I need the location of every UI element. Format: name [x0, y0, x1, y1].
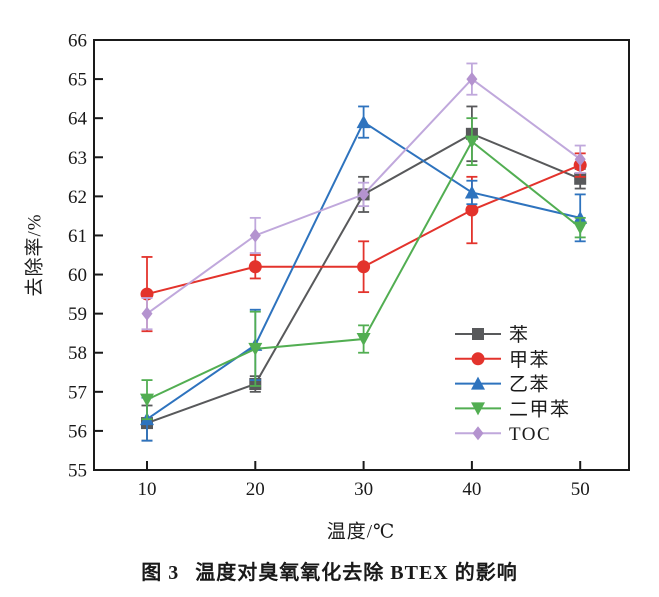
y-tick-label: 63 [68, 148, 87, 169]
triangle-down-marker-icon [573, 221, 588, 235]
chart-canvas: 55 56 57 58 59 60 61 62 63 64 65 66 10 20 30 40 50 苯甲苯乙苯二… [68, 31, 630, 500]
diamond-marker-icon [466, 72, 478, 87]
y-axis: 55 56 57 58 59 60 61 62 63 64 65 66 [68, 31, 103, 482]
y-tick-label: 57 [68, 382, 87, 403]
legend-label: TOC [509, 424, 551, 445]
y-tick-label: 56 [68, 421, 87, 442]
diamond-marker-icon [141, 306, 153, 321]
series-4 [141, 62, 586, 331]
diamond-marker-icon [249, 228, 261, 243]
y-tick-label: 64 [68, 109, 88, 130]
triangle-down-marker-icon [248, 342, 263, 356]
figure-caption-text: 温度对臭氧氧化去除 BTEX 的影响 [195, 562, 518, 584]
y-tick-label: 60 [68, 265, 87, 286]
series-1 [140, 152, 587, 333]
triangle-down-marker-icon [140, 393, 154, 407]
circle-marker-icon [357, 260, 371, 274]
x-tick-label: 20 [246, 479, 265, 500]
plot-frame [93, 39, 630, 471]
circle-marker-icon [248, 260, 262, 274]
triangle-down-marker-icon [356, 333, 371, 347]
triangle-down-marker-icon [471, 402, 485, 416]
legend-item-3: 二甲苯 [455, 398, 571, 420]
legend-label: 乙苯 [509, 374, 550, 396]
x-tick-label: 30 [354, 479, 373, 500]
circle-marker-icon [471, 352, 485, 366]
x-axis: 10 20 30 40 50 [138, 461, 590, 500]
square-marker-icon [472, 328, 484, 340]
legend-label: 甲苯 [509, 349, 550, 371]
figure-caption-number: 图 3 [141, 562, 180, 584]
legend-item-0: 苯 [455, 324, 530, 346]
y-tick-label: 62 [68, 187, 87, 208]
diamond-marker-icon [472, 426, 484, 441]
y-tick-label: 61 [68, 226, 87, 247]
series-3 [140, 117, 588, 421]
legend-label: 二甲苯 [509, 398, 571, 420]
legend-item-2: 乙苯 [455, 374, 550, 396]
square-marker-icon [574, 172, 587, 185]
figure-caption: 图 3 温度对臭氧氧化去除 BTEX 的影响 [0, 556, 659, 585]
triangle-up-marker-icon [356, 115, 371, 129]
triangle-up-marker-icon [464, 185, 479, 199]
legend-item-1: 甲苯 [455, 349, 550, 371]
triangle-up-marker-icon [471, 376, 485, 390]
x-axis-title: 温度/℃ [326, 521, 396, 543]
diamond-marker-icon [358, 187, 370, 202]
legend-label: 苯 [509, 324, 530, 346]
diamond-marker-icon [574, 152, 586, 167]
circle-marker-icon [465, 203, 479, 217]
y-tick-label: 55 [68, 461, 87, 482]
y-axis-title: 去除率/% [24, 213, 46, 297]
y-tick-label: 66 [68, 31, 87, 52]
x-tick-label: 50 [571, 479, 590, 500]
y-tick-label: 65 [68, 70, 87, 91]
x-tick-label: 40 [462, 479, 481, 500]
y-tick-label: 59 [68, 304, 87, 325]
triangle-down-marker-icon [464, 135, 479, 149]
y-tick-label: 58 [68, 343, 87, 364]
x-tick-label: 10 [138, 479, 157, 500]
legend-item-4: TOC [455, 424, 551, 445]
